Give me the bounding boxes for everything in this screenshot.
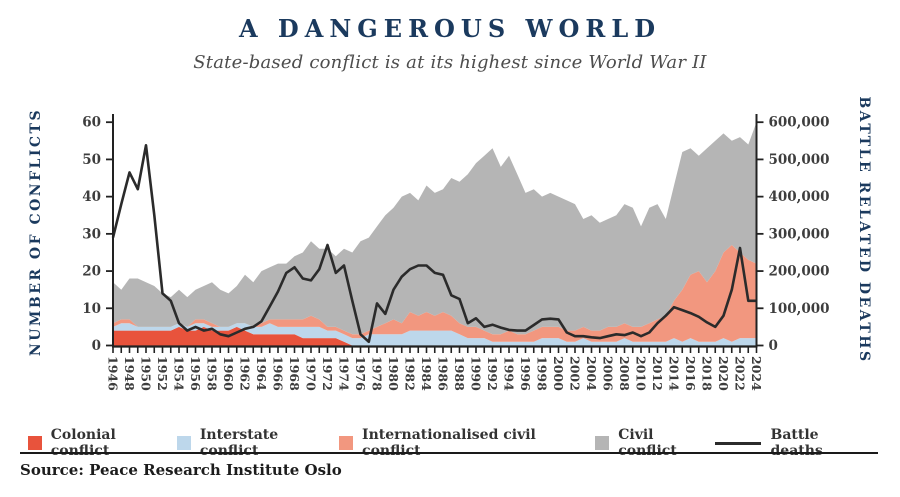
legend: Colonial conflict Interstate conflict In… xyxy=(28,427,874,459)
tick-label: 1966 xyxy=(271,356,286,391)
tick-label: 500,000 xyxy=(769,152,830,168)
tick-label: 200,000 xyxy=(769,264,830,280)
legend-label: Battle deaths xyxy=(770,427,823,459)
tick-label: 1948 xyxy=(122,356,137,391)
tick-label: 1974 xyxy=(337,356,352,391)
tick-label: 1962 xyxy=(238,356,253,391)
legend-item-battle-deaths: Battle deaths xyxy=(715,427,874,459)
tick-label: 1958 xyxy=(205,356,220,391)
area-internationalised xyxy=(113,245,757,342)
tick-label: 60 xyxy=(82,115,101,131)
tick-label: 1970 xyxy=(304,356,319,391)
tick-label: 2018 xyxy=(700,356,715,391)
tick-label: 2010 xyxy=(634,356,649,391)
chart-subtitle: State-based conflict is at its highest s… xyxy=(193,52,707,73)
battle-deaths-line xyxy=(111,144,757,344)
tick-label: 2022 xyxy=(733,356,748,391)
source-credit: Source: Peace Research Institute Oslo xyxy=(20,461,342,479)
tick-label: 10 xyxy=(82,301,101,317)
area-colonial xyxy=(113,326,757,346)
legend-item-colonial: Colonial conflict xyxy=(28,427,177,459)
tick-label: 1982 xyxy=(403,356,418,391)
tick-label: 1998 xyxy=(535,356,550,391)
legend-label: Internationalised civil conflict xyxy=(362,427,536,459)
area-interstate xyxy=(113,323,757,346)
colonial-swatch-icon xyxy=(28,436,42,450)
tick-label: 2012 xyxy=(650,356,665,391)
tick-label: 1964 xyxy=(254,356,269,391)
tick-label: 600,000 xyxy=(769,115,830,131)
tick-label: 0 xyxy=(769,338,778,354)
tick-label: 20 xyxy=(82,264,101,280)
legend-label: Interstate conflict xyxy=(199,427,279,459)
tick-label: 2024 xyxy=(749,356,764,391)
tick-label: 2006 xyxy=(601,356,616,391)
tick-label: 1978 xyxy=(370,356,385,391)
legend-label: Colonial conflict xyxy=(50,427,116,459)
tick-label: 0 xyxy=(92,338,101,354)
divider xyxy=(20,452,878,454)
tick-label: 30 xyxy=(82,226,101,242)
tick-label: 1968 xyxy=(287,356,302,391)
tick-label: 1952 xyxy=(155,356,170,391)
tick-label: 1986 xyxy=(436,356,451,391)
civil-swatch-icon xyxy=(595,436,610,450)
tick-label: 1992 xyxy=(485,356,500,391)
tick-label: 1960 xyxy=(221,356,236,391)
tick-label: 1996 xyxy=(518,356,533,391)
legend-item-civil: Civil conflict xyxy=(595,427,715,459)
battle-deaths-line-icon xyxy=(715,441,761,445)
tick-label: 1976 xyxy=(353,356,368,391)
tick-label: 1954 xyxy=(172,356,187,391)
tick-label: 1946 xyxy=(106,356,121,391)
tick-label: 2004 xyxy=(584,356,599,391)
legend-item-internationalised: Internationalised civil conflict xyxy=(339,427,595,459)
tick-label: 2016 xyxy=(683,356,698,391)
tick-label: 1980 xyxy=(386,356,401,391)
tick-label: 2008 xyxy=(617,356,632,391)
internationalised-swatch-icon xyxy=(339,436,354,450)
tick-label: 2020 xyxy=(716,356,731,391)
tick-label: 2014 xyxy=(667,356,682,391)
tick-label: 100,000 xyxy=(769,301,830,317)
tick-label: 40 xyxy=(82,189,101,205)
tick-label: 400,000 xyxy=(769,189,830,205)
tick-label: 1994 xyxy=(502,356,517,391)
tick-label: 1990 xyxy=(469,356,484,391)
tick-label: 2002 xyxy=(568,356,583,391)
chart-title: A DANGEROUS WORLD xyxy=(238,14,662,43)
legend-item-interstate: Interstate conflict xyxy=(177,427,339,459)
tick-label: 1984 xyxy=(419,356,434,391)
tick-label: 2000 xyxy=(551,356,566,391)
tick-label: 50 xyxy=(82,152,101,168)
tick-label: 1950 xyxy=(139,356,154,391)
interstate-swatch-icon xyxy=(177,436,191,450)
tick-label: 1956 xyxy=(188,356,203,391)
tick-label: 300,000 xyxy=(769,226,830,242)
area-civil xyxy=(113,122,757,335)
tick-label: 1988 xyxy=(452,356,467,391)
tick-label: 1972 xyxy=(320,356,335,391)
legend-label: Civil conflict xyxy=(618,427,677,459)
